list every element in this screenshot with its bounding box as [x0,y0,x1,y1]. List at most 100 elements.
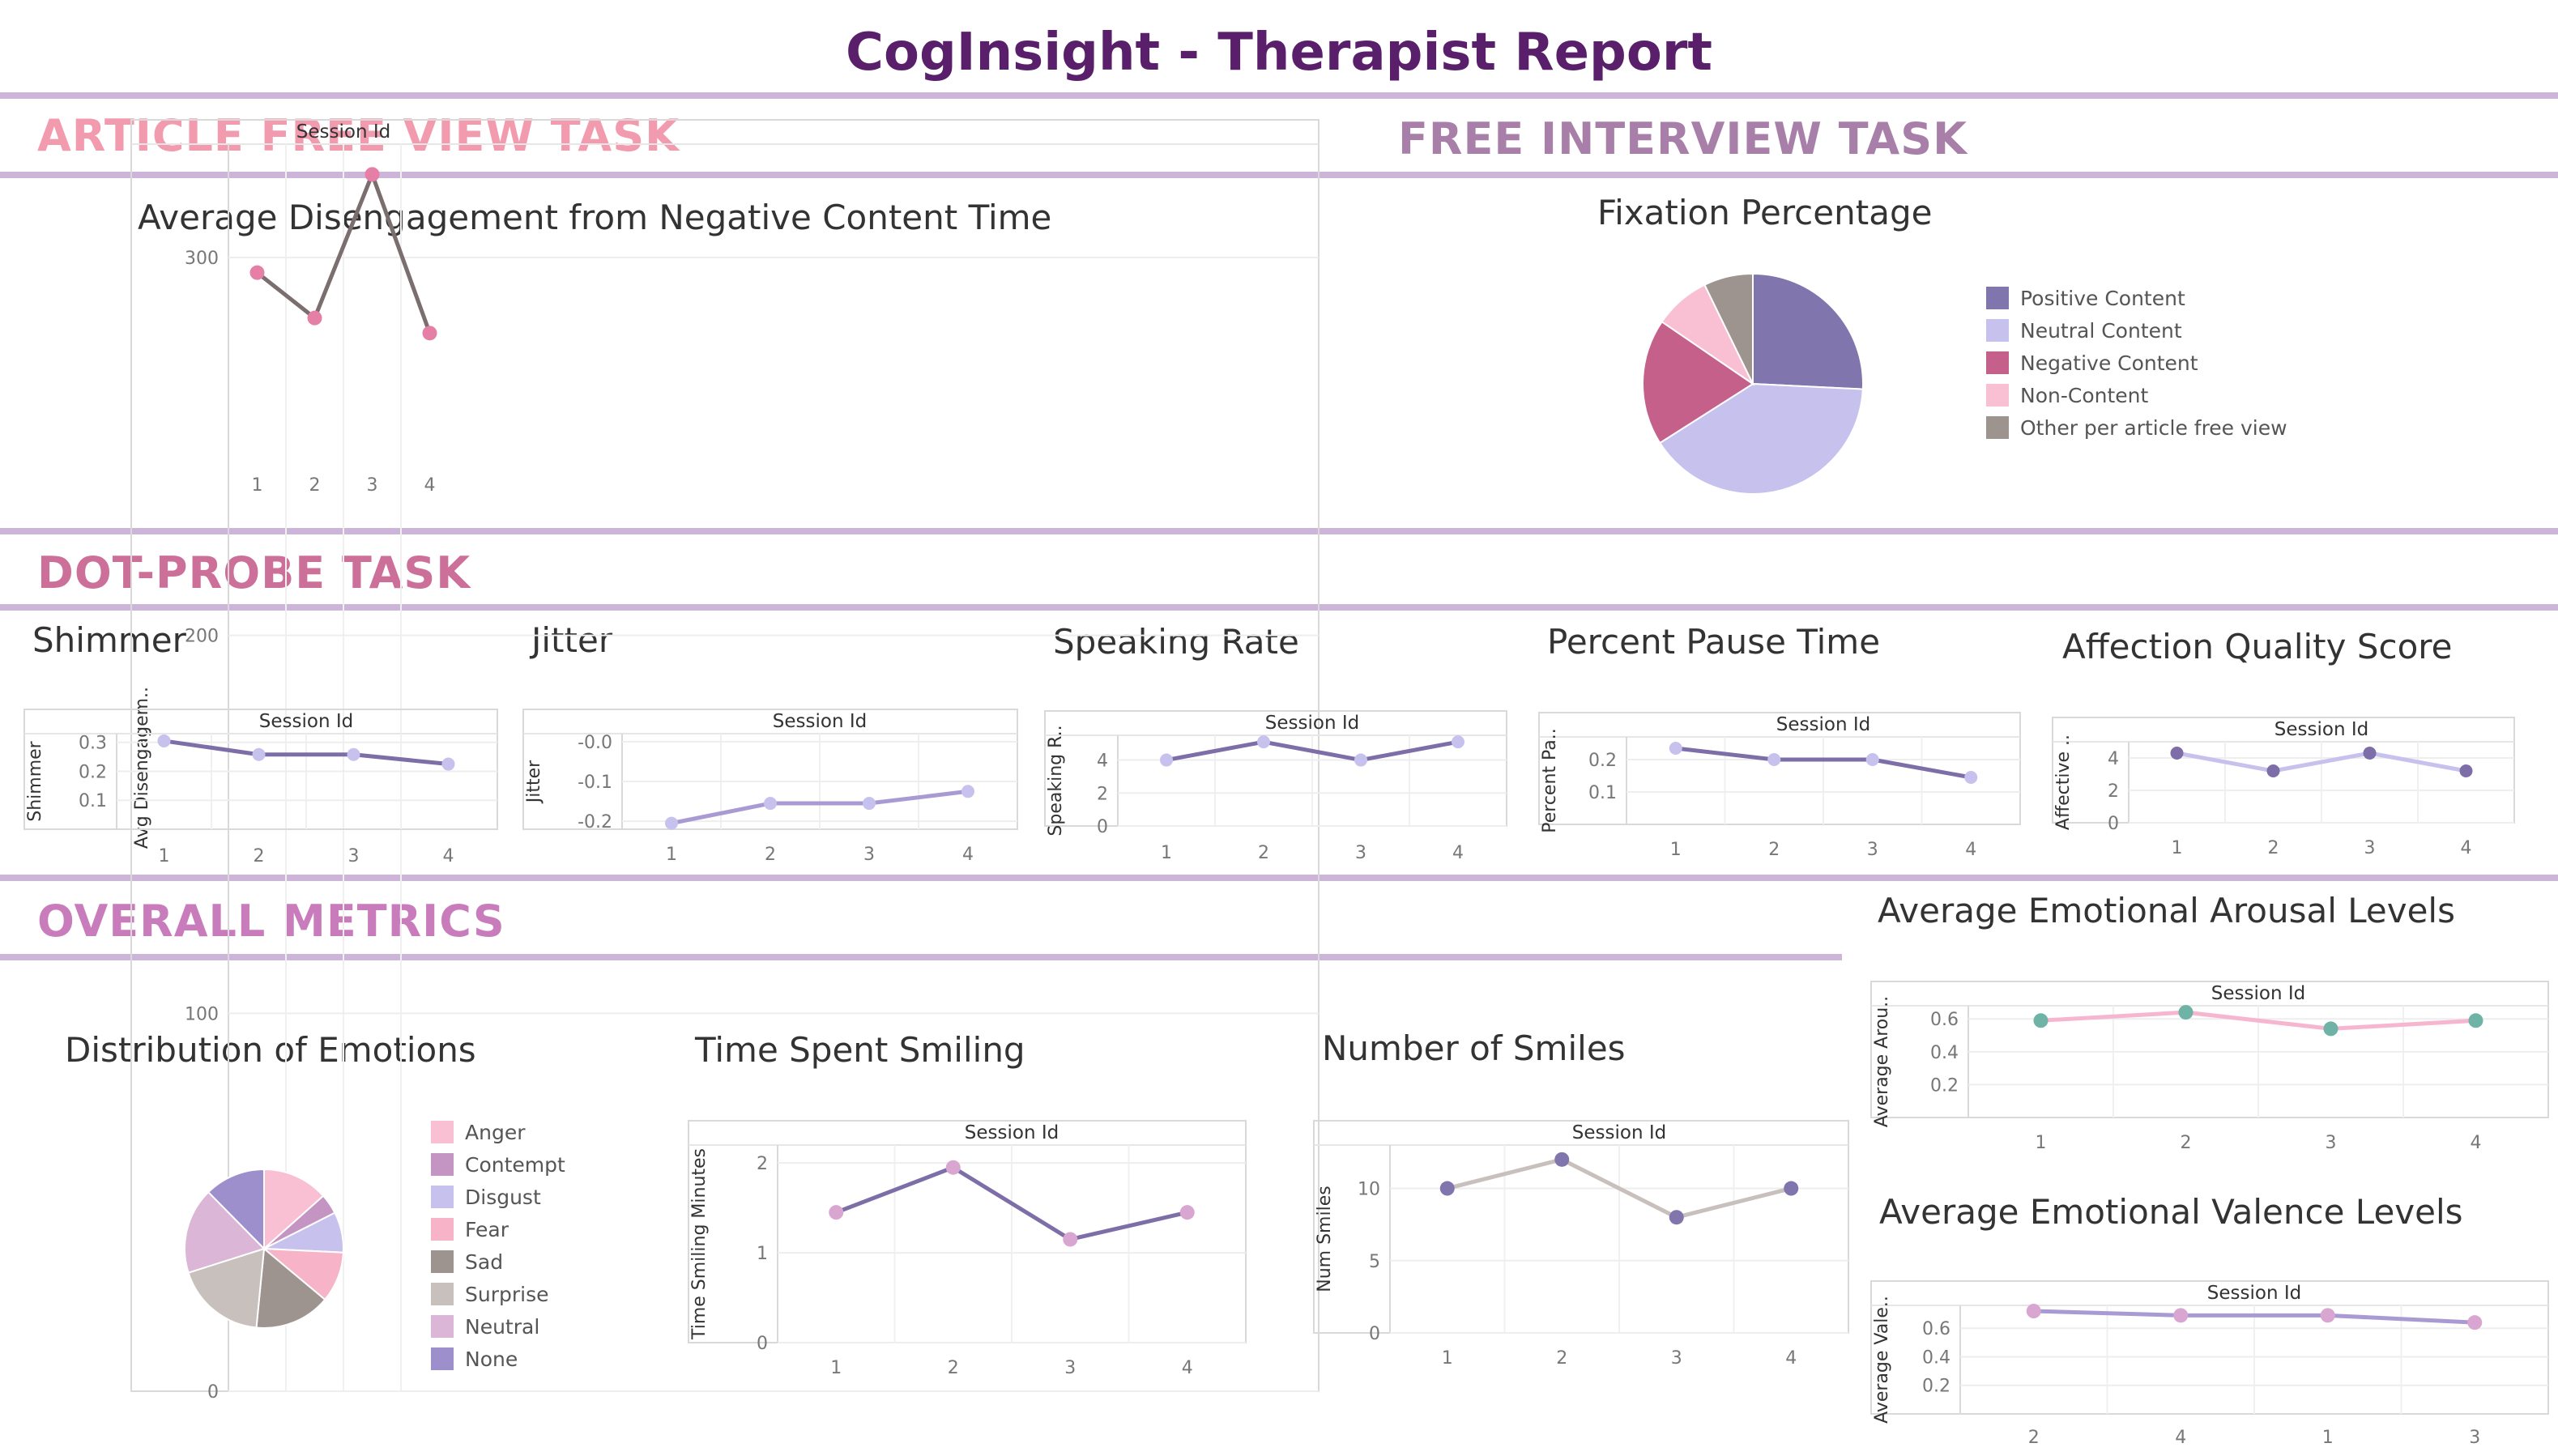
shimmer-line-chart: Session Id 0.3 0.2 0.1 Shimmer 1 2 3 4 [23,709,498,866]
x-tick-label: 2 [2028,1428,2040,1448]
legend-swatch [431,1315,454,1338]
x-tick-label: 3 [2326,1133,2337,1153]
data-point [441,757,455,771]
x-tick-label: 3 [1355,843,1366,863]
y-axis-title: Num Smiles [1315,1186,1335,1292]
section-overall-metrics: OVERALL METRICS [37,896,505,947]
y-tick-label: 0 [207,1382,219,1403]
legend-item: Contempt [431,1148,565,1181]
x-tick-label: 3 [1867,840,1878,860]
arousal-line-chart: Session Id 0.6 0.4 0.2 Average Arou.. 1 2 3 4 [1870,981,2549,1153]
chart-title-emotions: Distribution of Emotions [65,1030,476,1070]
pie-slice [1703,272,1754,385]
emotions-pie-chart [184,1168,344,1329]
data-point [1354,753,1367,767]
chart-title-affection: Affection Quality Score [2062,627,2453,666]
chart-frame [1870,981,2549,1118]
legend-swatch [1986,351,2009,374]
y-tick-label: 0.1 [1588,783,1617,803]
y-tick-label: 300 [185,249,219,269]
legend-item: Neutral Content [1986,314,2287,347]
y-tick-label: 5 [1369,1252,1380,1272]
x-axis-title: Session Id [965,1122,1059,1143]
series-line [1675,746,1972,780]
legend-label: Positive Content [2020,286,2185,310]
legend-label: Other per article free view [2020,415,2287,440]
x-tick-label: 2 [1556,1348,1567,1369]
data-point [1669,1210,1684,1225]
x-tick-label: 3 [2364,838,2376,858]
section-dot-probe: DOT-PROBE TASK [37,547,471,598]
smiles-line-chart: Session Id 10 5 0 Num Smiles 1 2 3 4 [1313,1120,1849,1369]
y-axis-title: Affective .. [2053,734,2074,830]
x-tick-label: 3 [348,846,360,866]
data-point [961,785,974,798]
legend-label: Sad [465,1250,504,1274]
x-tick-label: 1 [2036,1133,2047,1153]
section-article-free-view: ARTICLE FREE VIEW TASK [37,110,680,161]
x-tick-label: 2 [765,845,776,865]
legend-swatch [1986,319,2009,342]
pie-slice [207,1168,265,1251]
data-point [422,326,437,341]
y-tick-label: 100 [185,1004,219,1024]
chart-title-speaking-rate: Speaking Rate [1053,622,1299,662]
legend-swatch [431,1153,454,1176]
legend-label: Negative Content [2020,351,2198,375]
legend-label: Non-Content [2020,383,2149,407]
divider [0,92,2558,99]
y-tick-label: 10 [1358,1180,1380,1200]
series-line [1447,1157,1792,1220]
divider [0,954,1842,960]
x-tick-label: 2 [948,1358,959,1378]
y-tick-label: 0 [2108,814,2119,834]
chart-frame [1870,1280,2549,1415]
y-tick-label: 2 [757,1154,768,1174]
x-axis-title: Session Id [1572,1122,1666,1143]
chart-frame [688,1120,1247,1343]
chart-title-smiles: Number of Smiles [1322,1028,1626,1068]
legend-swatch [431,1347,454,1370]
jitter-line-chart: Session Id -0.0 -0.1 -0.2 Jitter 1 2 3 4 [522,709,1018,865]
legend-swatch [431,1186,454,1208]
series-line [2040,1010,2476,1031]
x-tick-label: 3 [863,845,875,865]
legend-label: Surprise [465,1282,549,1306]
x-axis-title: Session Id [1776,714,1870,735]
x-axis-title: Session Id [259,711,353,732]
data-point [2459,764,2473,777]
data-point [249,265,265,280]
divider [0,172,2558,178]
y-axis-title: Average Vale.. [1872,1296,1892,1424]
data-point [1669,742,1682,755]
chart-title-fixation: Fixation Percentage [1597,193,1933,232]
legend-label: Neutral [465,1314,540,1339]
pie-slice [1642,320,1754,445]
pie-slice [184,1190,266,1274]
data-point [1784,1181,1799,1196]
x-tick-label: 3 [2469,1428,2480,1448]
data-point [2468,1013,2483,1028]
x-tick-label: 4 [962,845,974,865]
data-point [829,1205,844,1220]
y-tick-label: 2 [2108,781,2119,802]
data-point [1160,753,1173,767]
x-axis-title: Session Id [2274,719,2368,740]
legend-item: Sad [431,1245,565,1278]
chart-title-jitter: Jitter [531,620,613,660]
legend-item: Other per article free view [1986,411,2287,444]
chart-frame [1313,1120,1849,1334]
legend-item: Positive Content [1986,282,2287,314]
legend-label: None [465,1347,518,1371]
legend-item: Neutral [431,1310,565,1343]
data-point [365,167,380,182]
pause-time-line-chart: Session Id 0.2 0.1 Percent Pa.. 1 2 3 4 [1538,712,2021,860]
data-point [347,747,360,761]
legend-item: Surprise [431,1278,565,1310]
series-line [2033,1309,2475,1325]
data-point [1439,1181,1455,1196]
legend-item: Anger [431,1116,565,1148]
data-point [1257,735,1270,749]
y-tick-label: 0 [1097,817,1108,837]
x-tick-label: 1 [1161,843,1172,863]
